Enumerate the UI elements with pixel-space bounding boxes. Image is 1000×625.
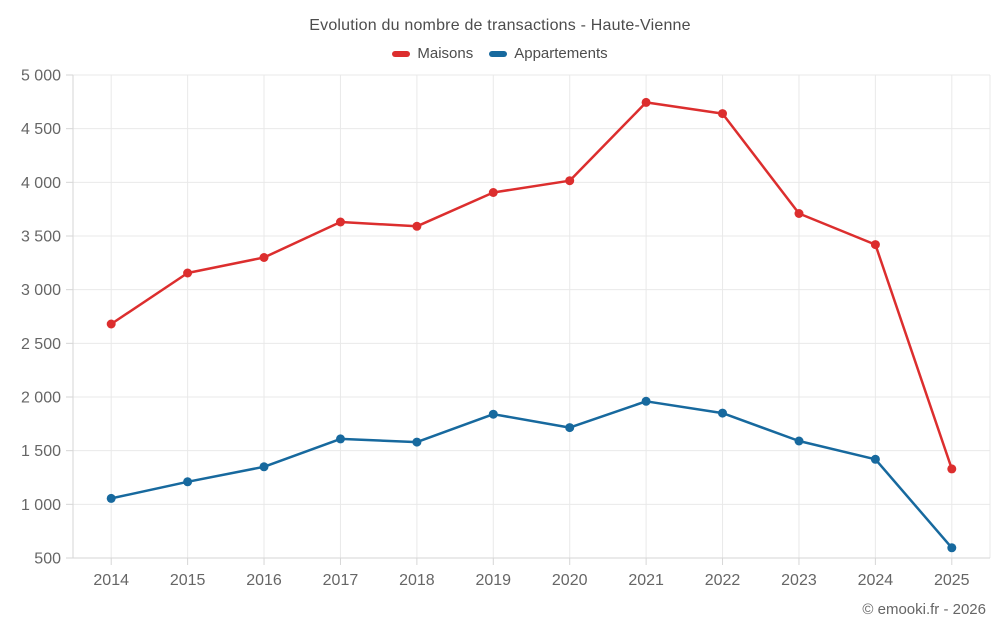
x-axis-label: 2014 [93,572,129,589]
line-appartements [109,400,954,550]
x-axis-label: 2019 [475,572,511,589]
y-axis-label: 5 000 [21,68,61,85]
x-axis-label: 2024 [858,572,894,589]
point-appartements-2023[interactable] [794,436,804,446]
y-axis-label: 2 500 [21,336,61,353]
x-axis-label: 2016 [246,572,282,589]
legend-label: Appartements [514,45,608,62]
point-appartements-2015[interactable] [183,477,193,487]
point-appartements-2019[interactable] [488,409,498,419]
point-appartements-2018[interactable] [412,437,422,447]
point-maisons-2024[interactable] [870,240,880,250]
x-axis-label: 2023 [781,572,817,589]
y-axis-label: 1 500 [21,443,61,460]
x-axis-label: 2017 [323,572,359,589]
legend: Maisons Appartements [0,45,1000,62]
point-maisons-2023[interactable] [794,209,804,218]
point-maisons-2025[interactable] [947,464,957,474]
x-axis-label: 2025 [934,572,970,589]
y-axis-label: 3 500 [21,229,61,246]
point-maisons-2015[interactable] [183,268,193,278]
point-appartements-2024[interactable] [870,454,880,464]
x-axis-label: 2018 [399,572,435,589]
point-maisons-2016[interactable] [259,253,269,262]
y-axis-label: 500 [34,551,61,568]
y-axis-label: 4 500 [21,121,61,138]
point-appartements-2022[interactable] [718,408,727,418]
y-axis-label: 2 000 [21,390,61,407]
point-maisons-2022[interactable] [718,109,727,119]
point-maisons-2020[interactable] [565,176,575,186]
x-axis-label: 2015 [170,572,206,589]
point-maisons-2018[interactable] [412,221,422,231]
point-appartements-2014[interactable] [106,493,116,503]
copyright: © emooki.fr - 2026 [862,601,986,618]
point-maisons-2019[interactable] [488,188,498,197]
y-axis-label: 3 000 [21,282,61,299]
point-appartements-2020[interactable] [565,423,575,433]
x-axis-label: 2022 [705,572,741,589]
y-axis-label: 1 000 [21,497,61,514]
legend-item-appartements[interactable]: Appartements [489,45,608,62]
x-axis-label: 2021 [628,572,664,589]
point-maisons-2021[interactable] [641,97,651,107]
legend-swatch-maisons [392,50,411,57]
x-axis-label: 2020 [552,572,588,589]
point-appartements-2016[interactable] [259,462,269,472]
legend-swatch-appartements [489,50,508,57]
legend-item-maisons[interactable]: Maisons [392,45,473,62]
point-appartements-2021[interactable] [641,396,651,406]
legend-label: Maisons [417,45,474,62]
chart-title: Evolution du nombre de transactions - Ha… [309,17,691,34]
y-axis-label: 4 000 [21,175,61,192]
point-appartements-2025[interactable] [947,543,957,553]
point-appartements-2017[interactable] [336,434,345,444]
line-maisons [109,101,954,471]
point-maisons-2017[interactable] [336,217,345,227]
point-maisons-2014[interactable] [106,319,116,329]
